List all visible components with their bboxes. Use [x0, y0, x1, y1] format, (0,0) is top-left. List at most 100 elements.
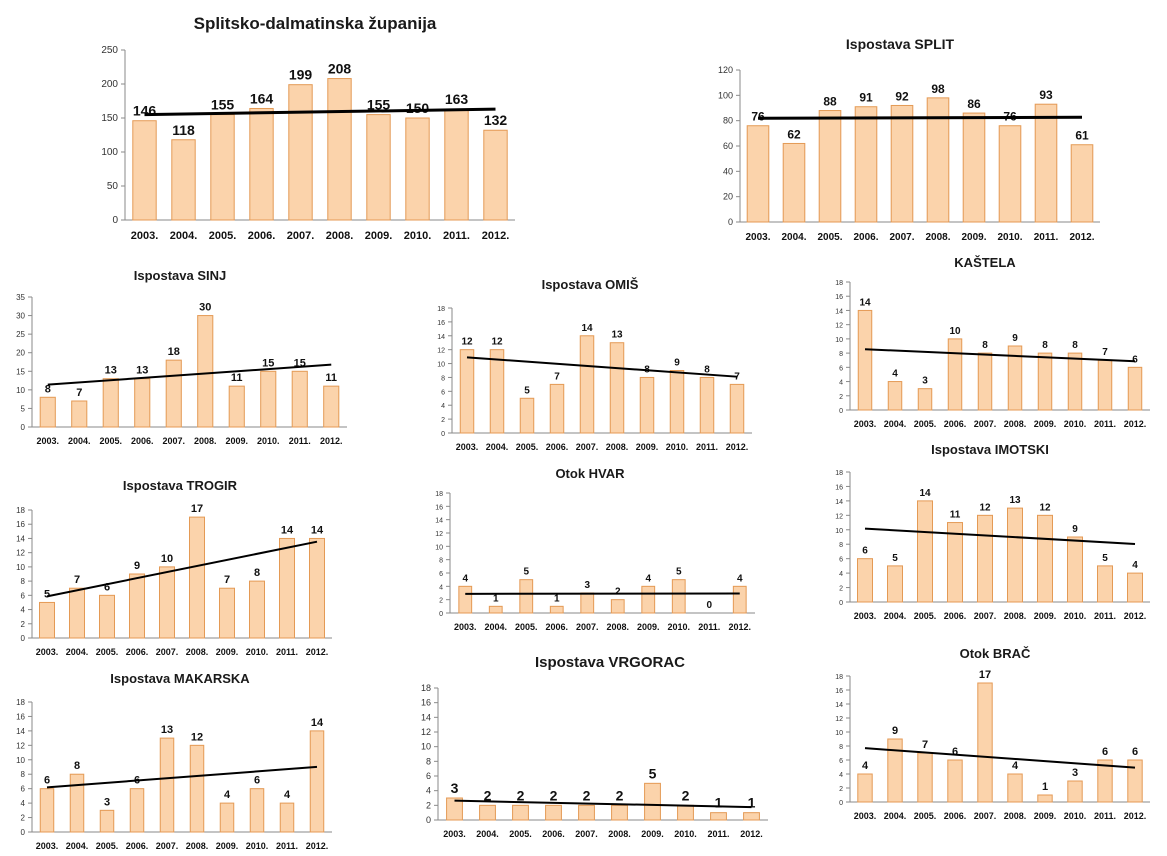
- data-label: 15: [262, 357, 274, 369]
- x-tick-label: 2006.: [126, 647, 149, 657]
- x-tick-label: 2006.: [546, 442, 569, 452]
- x-tick-label: 2009.: [961, 232, 986, 243]
- bar: [1127, 759, 1143, 803]
- y-tick-label: 0: [439, 611, 443, 618]
- chart-panel-brac: Otok BRAČ 0 2 4 6 8 10 12 14 16 18 4 2003. 9 2004. 7 20…: [810, 640, 1160, 830]
- x-tick-label: 2005.: [914, 611, 937, 621]
- bar: [291, 370, 308, 428]
- y-tick-label: 100: [101, 147, 118, 158]
- y-tick-label: 6: [21, 785, 26, 794]
- data-label: 14: [281, 524, 294, 536]
- data-label: 3: [584, 580, 590, 591]
- x-tick-label: 2009.: [636, 442, 659, 452]
- y-tick-label: 12: [16, 549, 25, 558]
- data-label: 98: [931, 82, 945, 96]
- chart-svg: 0 2 4 6 8 10 12 14 16 18 14 2003. 4 2004. 3 2005. 10 2006…: [835, 280, 1150, 429]
- trendline: [864, 348, 1136, 363]
- chart-title: Ispostava MAKARSKA: [110, 671, 250, 686]
- x-tick-label: 2007.: [974, 811, 997, 821]
- y-tick-label: 16: [435, 504, 443, 511]
- x-tick-label: 2009.: [1034, 811, 1057, 821]
- bar: [890, 104, 914, 223]
- chart-svg: 02468101214161832003.22004.22005.22006.2…: [421, 683, 768, 839]
- x-tick-label: 2004.: [884, 419, 907, 429]
- bar: [39, 601, 55, 639]
- x-tick-label: 2011.: [696, 442, 718, 452]
- y-tick-label: 10: [16, 386, 25, 395]
- data-label: 12: [1039, 502, 1051, 513]
- y-tick-label: 12: [435, 531, 443, 538]
- x-tick-label: 2012.: [1124, 811, 1147, 821]
- data-label: 5: [44, 588, 50, 600]
- bar: [580, 592, 595, 614]
- data-label: 118: [172, 122, 195, 138]
- bar: [579, 335, 595, 434]
- chart-title: KAŠTELA: [954, 255, 1016, 270]
- data-label: 8: [1072, 340, 1078, 351]
- bar: [488, 605, 503, 614]
- data-label: 12: [491, 337, 503, 348]
- y-tick-label: 2: [839, 586, 843, 593]
- chart-panel-sinj: Ispostava SINJ 0 5 10 15 20 25 30 35 8 2003. 7 2004…: [0, 262, 360, 452]
- y-tick-label: 2: [441, 417, 445, 424]
- data-label: 6: [1102, 746, 1108, 758]
- y-tick-label: 16: [437, 320, 445, 327]
- x-tick-label: 2010.: [246, 841, 269, 851]
- chart-panel-omis: Ispostava OMIŠ 0 2 4 6 8 10 12 14 16 18 12 2003. 12 2…: [420, 270, 760, 460]
- data-label: 8: [45, 383, 51, 395]
- data-label: 1: [493, 593, 499, 604]
- data-label: 11: [231, 372, 243, 384]
- bar: [887, 565, 903, 603]
- y-tick-label: 150: [101, 113, 118, 124]
- bar: [671, 579, 686, 614]
- y-tick-label: 18: [437, 306, 445, 313]
- trendline: [466, 356, 738, 378]
- y-tick-label: 10: [16, 756, 25, 765]
- bar: [129, 573, 145, 639]
- x-tick-label: 2003.: [456, 442, 479, 452]
- trendline: [864, 527, 1136, 545]
- y-tick-label: 35: [16, 293, 25, 302]
- y-tick-label: 18: [16, 698, 25, 707]
- data-label: 7: [1102, 347, 1108, 358]
- y-tick-label: 8: [839, 542, 843, 549]
- bar: [366, 114, 391, 221]
- x-tick-label: 2012.: [320, 436, 343, 446]
- x-tick-label: 2008.: [608, 829, 631, 839]
- x-tick-label: 2009.: [1034, 611, 1057, 621]
- x-tick-label: 2004.: [486, 442, 509, 452]
- data-label: 164: [250, 90, 274, 106]
- x-tick-label: 2005.: [515, 622, 538, 632]
- bar: [1037, 352, 1053, 411]
- bar: [610, 599, 625, 614]
- chart-title: Ispostava TROGIR: [122, 478, 238, 493]
- chart-svg: 02468101214161842003.92004.72005.62006.1…: [835, 669, 1150, 821]
- x-tick-label: 2011.: [698, 622, 720, 632]
- x-tick-label: 2008.: [194, 436, 217, 446]
- bar: [644, 782, 661, 821]
- x-tick-label: 2003.: [36, 841, 59, 851]
- x-tick-label: 2004.: [884, 611, 907, 621]
- chart-svg: 0 50 100 150 200 250 146 2003. 118 2004. 155 2005. 1…: [101, 45, 515, 242]
- data-label: 7: [734, 371, 740, 382]
- bar: [134, 378, 151, 428]
- data-label: 13: [1009, 495, 1021, 506]
- bar: [917, 388, 933, 411]
- data-label: 14: [859, 297, 871, 308]
- y-tick-label: 20: [16, 349, 25, 358]
- bar: [165, 359, 182, 428]
- data-label: 6: [1132, 746, 1138, 758]
- bar: [1097, 759, 1113, 803]
- data-label: 14: [919, 488, 931, 499]
- x-tick-label: 2008.: [186, 841, 209, 851]
- chart-title: Ispostava VRGORAC: [534, 654, 686, 671]
- bar: [159, 566, 175, 639]
- x-tick-label: 2005.: [96, 647, 119, 657]
- chart-panel-trogir: Ispostava TROGIR 0 2 4 6 8 10 12 14 16 18 5 2003. 7 2…: [0, 472, 350, 664]
- data-label: 12: [979, 502, 991, 513]
- bar: [549, 605, 564, 614]
- x-tick-label: 2010.: [257, 436, 280, 446]
- bar: [228, 385, 245, 428]
- data-label: 10: [161, 553, 173, 565]
- bar: [962, 112, 986, 223]
